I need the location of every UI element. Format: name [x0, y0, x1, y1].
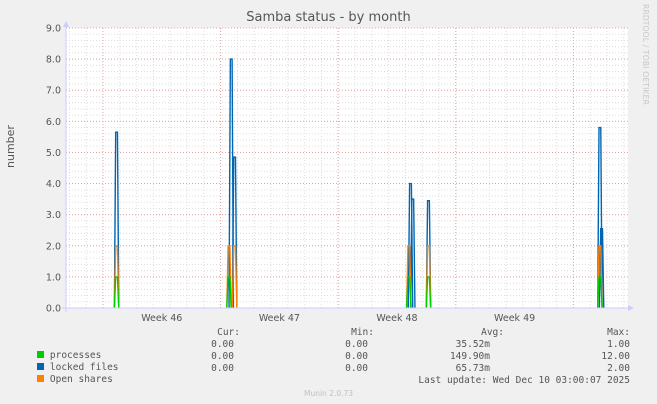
open-shares-cur: 0.00	[211, 363, 234, 374]
major-horizontal-gridlines	[66, 27, 628, 309]
locked-files-max: 12.00	[601, 351, 630, 362]
legend-item-open-shares: Open shares	[14, 363, 113, 385]
svg-text:2.0: 2.0	[46, 241, 61, 252]
open-shares-avg: 65.73m	[455, 363, 490, 374]
svg-text:4.0: 4.0	[46, 179, 61, 190]
svg-text:Week 48: Week 48	[376, 313, 417, 324]
processes-max: 1.00	[607, 339, 630, 350]
svg-text:0.0: 0.0	[46, 304, 61, 315]
plot-area	[66, 28, 628, 308]
min-header: Min:	[351, 327, 374, 338]
y-axis-arrow-icon	[63, 21, 69, 27]
processes-cur: 0.00	[211, 339, 234, 350]
svg-text:Week 46: Week 46	[141, 313, 182, 324]
svg-text:7.0: 7.0	[46, 86, 61, 97]
processes-min: 0.00	[345, 339, 368, 350]
max-header: Max:	[607, 327, 630, 338]
locked-files-avg: 149.90m	[449, 351, 490, 362]
locked-files-cur: 0.00	[211, 351, 234, 362]
open-shares-swatch	[36, 375, 44, 382]
svg-text:Week 47: Week 47	[259, 313, 300, 324]
munin-version: Munin 2.0.73	[303, 389, 354, 398]
cur-header: Cur:	[217, 327, 240, 338]
chart-plot: 0.01.02.03.04.05.06.07.08.09.0 Week 46 We…	[46, 21, 634, 324]
last-update: Last update: Wed Dec 10 03:00:07 2025	[418, 375, 630, 386]
svg-text:8.0: 8.0	[46, 55, 61, 66]
processes-swatch	[36, 351, 44, 358]
svg-text:6.0: 6.0	[46, 117, 61, 128]
processes-avg: 35.52m	[455, 339, 490, 350]
x-axis-ticks: Week 46 Week 47 Week 48 Week 49	[141, 313, 535, 324]
rrdtool-watermark: RRDTOOL / TOBI OETIKER	[641, 4, 650, 105]
locked-files-swatch	[36, 363, 44, 370]
x-axis-arrow-icon	[628, 305, 634, 311]
svg-text:5.0: 5.0	[46, 148, 61, 159]
svg-text:3.0: 3.0	[46, 210, 61, 221]
locked-files-min: 0.00	[345, 351, 368, 362]
chart-title: Samba status - by month	[246, 10, 411, 25]
open-shares-min: 0.00	[345, 363, 368, 374]
svg-text:1.0: 1.0	[46, 272, 61, 283]
avg-header: Avg:	[481, 327, 504, 338]
legend-item-processes: processes	[14, 339, 101, 361]
svg-text:Week 49: Week 49	[494, 313, 535, 324]
legend-item-locked-files: locked files	[14, 351, 119, 373]
y-axis-ticks: 0.0 1.0 2.0 3.0 4.0 5.0 6.0 7.0 8.0 9.0	[46, 24, 61, 315]
svg-text:9.0: 9.0	[46, 24, 61, 35]
open-shares-max: 2.00	[607, 363, 630, 374]
